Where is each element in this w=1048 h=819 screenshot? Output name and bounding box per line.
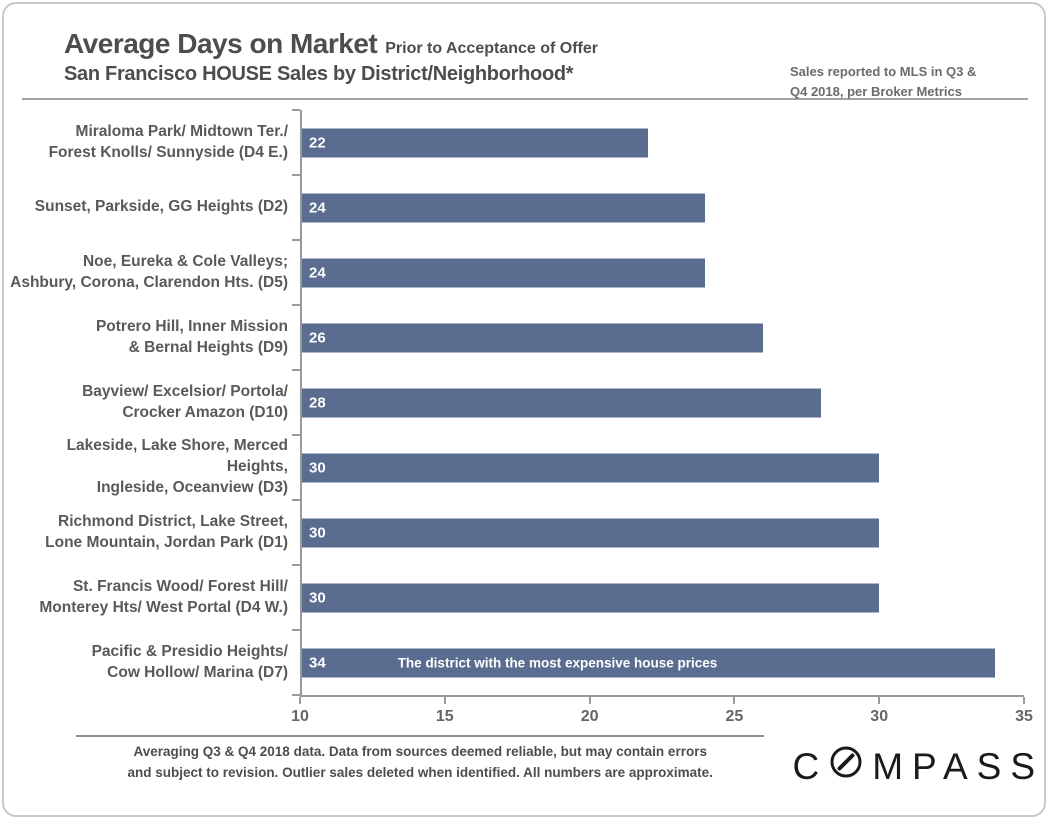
bar-value-label: 30	[309, 459, 326, 476]
chart-row: Potrero Hill, Inner Mission & Bernal Hei…	[4, 305, 1024, 370]
x-tick	[733, 697, 736, 704]
page-title: Average Days on Market	[64, 28, 378, 59]
page-title-suffix: Prior to Acceptance of Offer	[385, 40, 598, 57]
chart-row: Lakeside, Lake Shore, Merced Heights, In…	[4, 435, 1024, 500]
chart-row: Sunset, Parkside, GG Heights (D2) 24	[4, 175, 1024, 240]
y-tick	[292, 173, 300, 176]
y-tick	[292, 434, 300, 436]
header: Average Days on Market Prior to Acceptan…	[4, 28, 1044, 99]
category-label: Potrero Hill, Inner Mission & Bernal Hei…	[95, 317, 288, 356]
x-tick-label: 35	[1015, 708, 1033, 725]
category-label: Sunset, Parkside, GG Heights (D2)	[34, 198, 288, 216]
bar-value-label: 22	[309, 134, 326, 151]
x-tick	[878, 697, 881, 704]
x-tick-label: 10	[291, 708, 309, 725]
bar: 28	[300, 388, 822, 417]
bar: 30	[300, 518, 880, 547]
y-axis-line	[300, 110, 302, 695]
bar: 24	[300, 258, 706, 287]
plot-area: Miraloma Park/ Midtown Ter./ Forest Knol…	[4, 109, 1024, 696]
category-label: Richmond District, Lake Street, Lone Mou…	[45, 512, 288, 551]
bar-track: 22	[300, 110, 1024, 175]
x-tick-label: 20	[580, 708, 599, 725]
chart-row: Miraloma Park/ Midtown Ter./ Forest Knol…	[4, 110, 1024, 175]
bar-track: 30	[300, 435, 1024, 500]
source-note: Sales reported to MLS in Q3 & Q4 2018, p…	[790, 64, 977, 99]
bar-value-label: 24	[309, 264, 326, 281]
chart-row: Noe, Eureka & Cole Valleys; Ashbury, Cor…	[4, 240, 1024, 305]
bar-value-label: 34	[309, 654, 326, 671]
x-tick-label: 15	[435, 708, 454, 725]
x-tick-label: 30	[870, 708, 889, 725]
bar-track: 24	[300, 240, 1024, 305]
bar: 30	[300, 583, 880, 612]
bar: 34 The district with the most expensive h…	[300, 648, 996, 677]
bar-track: 34 The district with the most expensive h…	[300, 630, 1024, 695]
chart-row: St. Francis Wood/ Forest Hill/ Monterey …	[4, 565, 1024, 630]
y-tick	[292, 368, 300, 371]
chart-row: Bayview/ Excelsior/ Portola/ Crocker Ama…	[4, 370, 1024, 435]
bar-value-label: 30	[309, 589, 326, 606]
compass-o-icon	[829, 745, 863, 788]
footer-divider	[76, 735, 765, 737]
x-tick	[299, 697, 301, 704]
bar: 22	[300, 128, 648, 157]
compass-logo: C MPASS	[792, 745, 1044, 788]
chart-row: Richmond District, Lake Street, Lone Mou…	[4, 500, 1024, 565]
logo-text-end: MPASS	[872, 745, 1044, 787]
y-tick	[292, 303, 300, 306]
logo-text-start: C	[792, 745, 829, 787]
category-label: Pacific & Presidio Heights/ Cow Hollow/ …	[91, 642, 288, 681]
category-label: Lakeside, Lake Shore, Merced Heights, In…	[66, 437, 288, 496]
bar-value-label: 24	[309, 199, 326, 216]
disclaimer-text: Averaging Q3 & Q4 2018 data. Data from s…	[127, 744, 713, 780]
header-divider	[22, 98, 1028, 100]
bar-track: 28	[300, 370, 1024, 435]
bar: 24	[300, 193, 706, 222]
bar-track: 30	[300, 565, 1024, 630]
bar-value-label: 30	[309, 524, 326, 541]
y-tick	[292, 694, 300, 696]
category-label: Bayview/ Excelsior/ Portola/ Crocker Ama…	[82, 382, 288, 421]
category-label: Miraloma Park/ Midtown Ter./ Forest Knol…	[48, 122, 288, 161]
x-tick	[1023, 697, 1025, 704]
y-tick	[292, 238, 300, 241]
y-tick	[292, 109, 300, 111]
page-subtitle: San Francisco HOUSE Sales by District/Ne…	[64, 63, 574, 85]
footer: Averaging Q3 & Q4 2018 data. Data from s…	[4, 735, 1044, 788]
bar-value-label: 28	[309, 394, 326, 411]
bar-track: 24	[300, 175, 1024, 240]
y-tick	[292, 564, 300, 566]
chart-rows: Miraloma Park/ Midtown Ter./ Forest Knol…	[4, 110, 1024, 695]
bar: 30	[300, 453, 880, 482]
bar-chart: Miraloma Park/ Midtown Ter./ Forest Knol…	[4, 109, 1033, 733]
y-tick	[292, 498, 300, 501]
bar-value-label: 26	[309, 329, 326, 346]
category-label: St. Francis Wood/ Forest Hill/ Monterey …	[39, 577, 288, 616]
x-axis: 10 15 20 25 30 35	[291, 695, 1033, 733]
category-label: Noe, Eureka & Cole Valleys; Ashbury, Cor…	[10, 252, 288, 291]
bar-track: 26	[300, 305, 1024, 370]
x-tick	[588, 697, 591, 704]
bar: 26	[300, 323, 764, 352]
x-tick-label: 25	[725, 708, 744, 725]
x-tick	[443, 697, 446, 704]
bar-annotation: The district with the most expensive hou…	[397, 655, 718, 670]
chart-row: Pacific & Presidio Heights/ Cow Hollow/ …	[4, 630, 1024, 695]
footer-disclaimer-block: Averaging Q3 & Q4 2018 data. Data from s…	[76, 735, 765, 784]
y-tick	[292, 628, 300, 631]
title-line: Average Days on Market Prior to Acceptan…	[64, 28, 1044, 60]
bar-track: 30	[300, 500, 1024, 565]
